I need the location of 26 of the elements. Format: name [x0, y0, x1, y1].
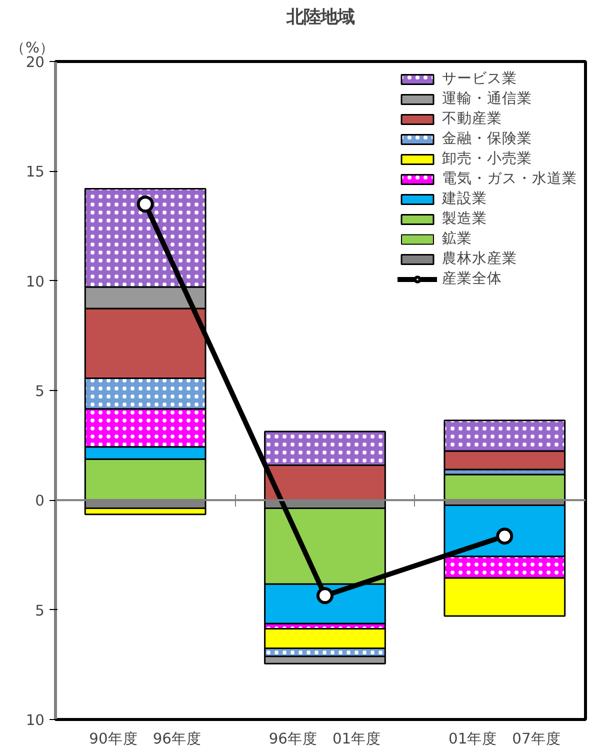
x-tick-label: 90年度 96年度 — [89, 730, 202, 748]
legend-label: 卸売・小売業 — [442, 149, 532, 168]
y-tick-label: 5 — [35, 383, 45, 400]
y-tick-label: 5 — [35, 602, 45, 620]
point — [316, 587, 334, 604]
legend-label: 不動産業 — [442, 109, 502, 128]
y-tick-label: 10 — [26, 712, 45, 729]
legend-label: 電気・ガス・水道業 — [442, 169, 577, 188]
point — [136, 196, 154, 213]
y-tick-label: 0 — [35, 492, 45, 510]
legend-label: 鉱業 — [442, 229, 472, 248]
legend-label: 産業全体 — [442, 269, 502, 288]
legend-label: 建設業 — [442, 189, 487, 208]
legend-label: 農林水産業 — [442, 249, 517, 268]
y-tick-label: 10 — [26, 273, 45, 290]
legend-label: 製造業 — [442, 209, 487, 228]
chart-title: 北陸地域 — [286, 8, 354, 28]
legend-label: 金融・保険業 — [442, 129, 532, 148]
y-tick-label: 15 — [26, 164, 45, 181]
x-tick-label: 96年度 01年度 — [268, 730, 382, 748]
y-axis-title: （%） — [10, 40, 54, 56]
point — [496, 528, 514, 545]
y-tick-label: 20 — [26, 54, 45, 71]
legend-label: サービス業 — [442, 69, 517, 88]
x-tick-label: 01年度 07年度 — [448, 730, 561, 748]
legend-label: 運輸・通信業 — [442, 89, 532, 108]
